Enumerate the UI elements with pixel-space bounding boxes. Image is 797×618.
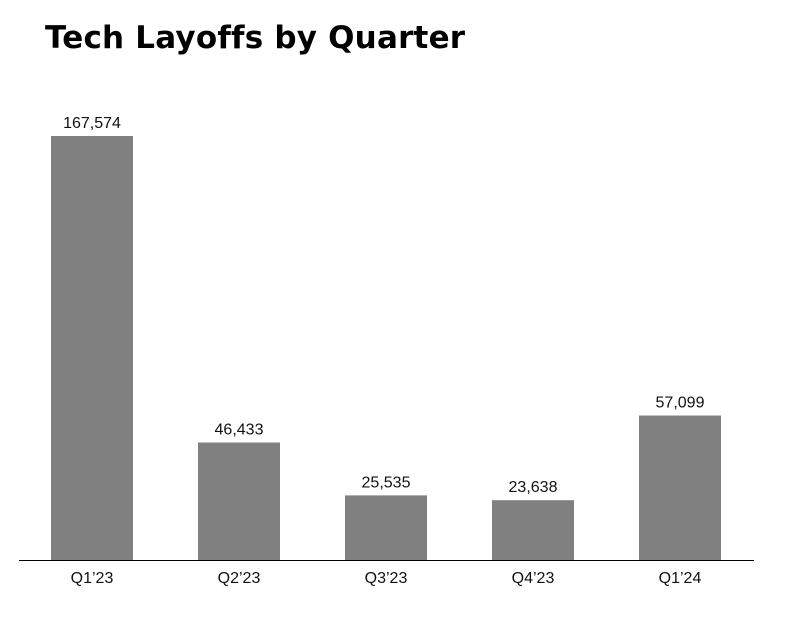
bar-2 (345, 495, 427, 560)
bars-layer (51, 136, 721, 560)
bar-4 (639, 415, 721, 560)
bar-3 (492, 500, 574, 560)
chart-title: Tech Layoffs by Quarter (45, 20, 466, 56)
bar-value-label-2: 25,535 (362, 474, 411, 491)
x-tick-labels-layer: Q1’23 Q2’23 Q3’23 Q4’23 Q1’24 (71, 570, 702, 587)
bar-value-label-1: 46,433 (215, 422, 264, 439)
bar-0 (51, 136, 133, 560)
bar-1 (198, 442, 280, 560)
bar-value-label-3: 23,638 (509, 479, 558, 496)
bar-value-label-4: 57,099 (656, 395, 705, 412)
x-tick-label-1: Q2’23 (218, 570, 261, 587)
bar-value-label-0: 167,574 (63, 115, 121, 132)
x-tick-label-0: Q1’23 (71, 570, 114, 587)
x-tick-label-2: Q3’23 (365, 570, 408, 587)
x-tick-label-3: Q4’23 (512, 570, 555, 587)
x-tick-label-4: Q1’24 (659, 570, 702, 587)
value-labels-layer: 167,574 46,433 25,535 23,638 57,099 (63, 115, 704, 496)
